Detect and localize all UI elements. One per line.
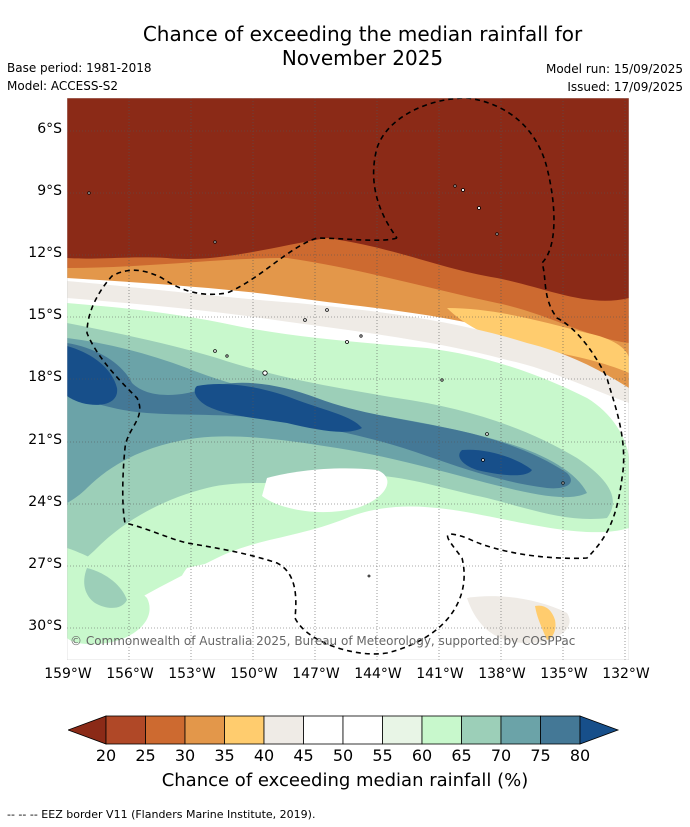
colorbar-cell [461,715,502,745]
lon-tick-144w: 144°W [354,666,402,682]
model-run: Model run: 15/09/2025 [545,62,683,76]
lon-tick-138w: 138°W [478,666,526,682]
eez-legend-note: -- -- -- EEZ border V11 (Flanders Marine… [7,808,316,821]
lon-tick-156w: 156°W [106,666,154,682]
lon-tick-150w: 150°W [230,666,278,682]
lat-tick-9s: 9°S [37,183,62,199]
lon-tick-135w: 135°W [540,666,588,682]
lat-tick-27s: 27°S [28,556,62,572]
orange-patch-east [535,605,556,640]
colorbar-label: 75 [530,746,551,765]
dry-band-core [67,98,629,301]
model-name: Model: ACCESS-S2 [7,79,119,93]
colorbar-label: 80 [569,746,591,765]
colorbar-label: 60 [411,746,433,765]
colorbar-cell [145,715,186,745]
colorbar-cell [540,715,581,745]
title-line-1: Chance of exceeding the median rainfall … [142,22,583,46]
colorbar-cell [105,715,146,745]
colorbar-label: 65 [451,746,472,765]
colorbar-cell [224,715,265,745]
colorbar-extend-high [579,715,620,745]
colorbar-cell [263,715,304,745]
colorbar-cell [303,715,344,745]
colorbar-extend-low [68,715,107,745]
lat-tick-30s: 30°S [28,618,62,634]
colorbar-title: Chance of exceeding median rainfall (%) [161,770,529,791]
lat-tick-24s: 24°S [28,494,62,510]
neutral-gap-1 [262,468,388,513]
lat-tick-6s: 6°S [37,121,62,137]
colorbar-label: 25 [135,746,156,765]
neutral-gap-2 [176,554,435,655]
south-green-patch-2 [84,568,127,608]
map-title: Chance of exceeding the median rainfall … [0,22,690,70]
lon-tick-132w: 132°W [602,666,650,682]
lon-tick-159w: 159°W [44,666,92,682]
colorbar-label: 30 [174,746,196,765]
colorbar-label: 70 [490,746,512,765]
colorbar-cell [184,715,225,745]
lat-tick-18s: 18°S [28,369,62,385]
eez-border-kiribati [86,98,625,655]
base-period: Base period: 1981-2018 [7,61,152,75]
colorbar-label: 55 [372,746,393,765]
neutral-band [67,281,629,403]
issued-date: Issued: 17/09/2025 [567,80,683,94]
colorbar-label: 35 [214,746,235,765]
lat-tick-12s: 12°S [28,245,62,261]
colorbar-label: 45 [293,746,314,765]
rainfall-map [67,98,629,660]
wet-core-west [67,346,118,405]
lat-tick-21s: 21°S [28,432,62,448]
copyright-note: © Commonwealth of Australia 2025, Bureau… [70,634,576,648]
title-line-2: November 2025 [281,46,444,70]
colorbar-label: 40 [253,746,275,765]
colorbar-cell [382,715,423,745]
meta-left: Base period: 1981-2018 Model: ACCESS-S2 [7,59,152,95]
colorbar-cell [500,715,541,745]
colorbar-label: 50 [332,746,354,765]
colorbar-label: 20 [95,746,117,765]
lon-tick-141w: 141°W [416,666,464,682]
wet-core-central [194,383,362,432]
colorbar-cell [421,715,462,745]
lon-tick-153w: 153°W [168,666,216,682]
meta-right: Model run: 15/09/2025 Issued: 17/09/2025 [546,60,683,96]
lat-tick-15s: 15°S [28,307,62,323]
light-orange-band [447,308,629,373]
wet-core-east [459,449,532,476]
colorbar [68,715,620,745]
lon-tick-147w: 147°W [292,666,340,682]
colorbar-cell [342,715,383,745]
